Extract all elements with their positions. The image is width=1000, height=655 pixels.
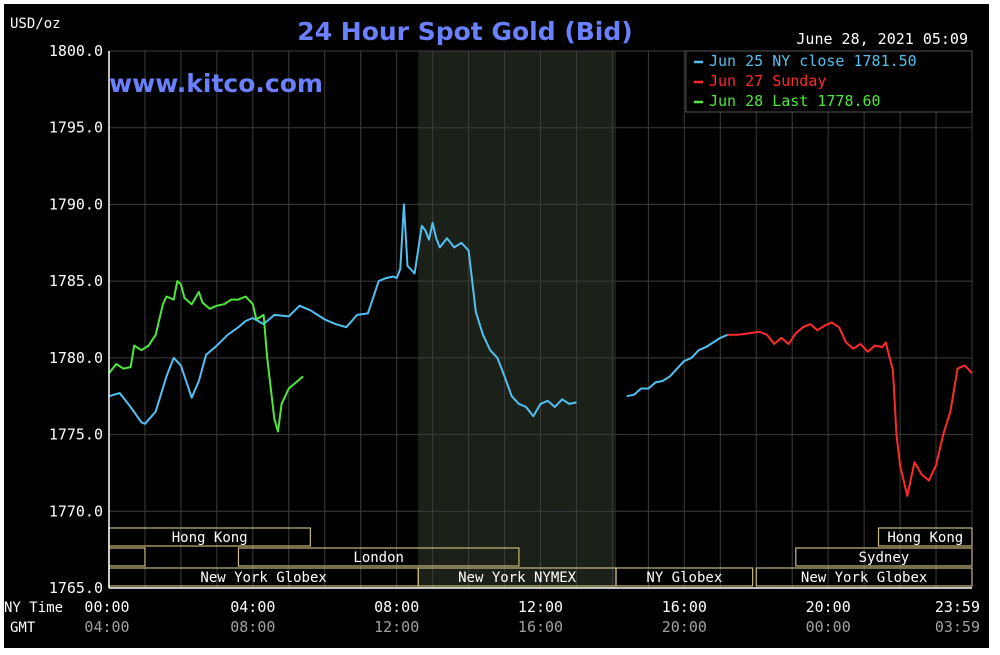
series-line	[108, 203, 577, 425]
y-tick-label: 1770.0	[49, 502, 103, 520]
session-label: New York NYMEX	[458, 570, 577, 586]
chart-title: 24 Hour Spot Gold (Bid)	[297, 17, 632, 46]
unit-label: USD/oz	[10, 16, 61, 32]
gmt-tick-label: 04:00	[84, 618, 129, 636]
price-series	[108, 203, 973, 497]
series-line	[727, 321, 973, 497]
x-tick-label: 00:00	[84, 598, 129, 616]
gmt-tick-label: 08:00	[230, 618, 275, 636]
x-row-label-gmt: GMT	[10, 620, 36, 636]
legend-box	[685, 50, 973, 113]
gmt-tick-label: 03:59	[935, 618, 980, 636]
trading-sessions: Hong Kong London New York Globex New York N…	[108, 527, 973, 587]
session-box	[755, 567, 973, 587]
watermark: www.kitco.com	[109, 69, 323, 98]
session-label: Sydney	[859, 550, 910, 566]
session-label: Hong Kong	[172, 530, 248, 546]
y-tick-label: 1785.0	[49, 272, 103, 290]
session-box	[877, 527, 973, 547]
x-tick-label: 08:00	[374, 598, 419, 616]
x-tick-label: 04:00	[230, 598, 275, 616]
x-axis-tick-labels: 00:00 04:00 08:00 12:00 16:00 20:00 23:59	[84, 598, 980, 616]
series-line	[626, 333, 728, 398]
x-row-label-ny-time: NY Time	[4, 600, 63, 616]
y-tick-label: 1800.0	[49, 42, 103, 60]
gmt-tick-label: 16:00	[518, 618, 563, 636]
y-tick-label: 1780.0	[49, 349, 103, 367]
y-tick-label: 1790.0	[49, 195, 103, 213]
session-label: Hong Kong	[887, 530, 963, 546]
legend: Jun 25 NY close 1781.50 Jun 27 Sunday Jun …	[694, 52, 917, 110]
series-line	[108, 280, 304, 433]
session-label: NY Globex	[646, 570, 722, 586]
session-label: New York Globex	[801, 570, 927, 586]
x-tick-label: 12:00	[518, 598, 563, 616]
x-tick-label: 20:00	[806, 598, 851, 616]
legend-entry: Jun 27 Sunday	[709, 72, 826, 90]
session-label: New York Globex	[200, 570, 326, 586]
legend-entry: Jun 25 NY close 1781.50	[709, 52, 917, 70]
session-box	[795, 547, 973, 567]
session-box	[615, 567, 754, 587]
gmt-tick-label: 12:00	[374, 618, 419, 636]
x-tick-label: 16:00	[662, 598, 707, 616]
legend-entry: Jun 28 Last 1778.60	[709, 92, 881, 110]
session-label: London	[353, 550, 404, 566]
y-tick-label: 1765.0	[49, 579, 103, 597]
nymex-shaded-region	[418, 51, 617, 588]
x-tick-label: 23:59	[935, 598, 980, 616]
session-box	[237, 547, 520, 567]
gmt-tick-label: 00:00	[806, 618, 851, 636]
gmt-tick-label: 20:00	[662, 618, 707, 636]
y-tick-label: 1795.0	[49, 119, 103, 137]
y-axis-tick-labels: 1800.0 1795.0 1790.0 1785.0 1780.0 1775.0 1770…	[49, 42, 103, 597]
gmt-tick-labels: 04:00 08:00 12:00 16:00 20:00 00:00 03:59	[84, 618, 980, 636]
timestamp: June 28, 2021 05:09	[796, 30, 968, 48]
y-tick-label: 1775.0	[49, 426, 103, 444]
